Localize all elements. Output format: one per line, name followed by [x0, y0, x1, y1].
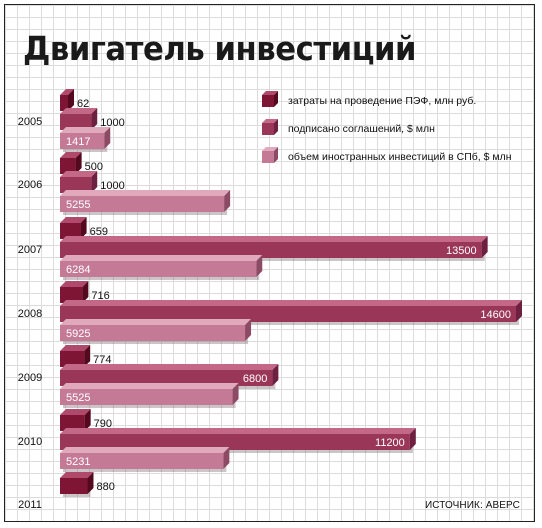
bar-2010-series-3: 5231: [60, 447, 230, 472]
legend-label-series-3: объем иностранных инвестиций в СПб, $ мл…: [288, 151, 512, 163]
year-label-2009: 2009: [18, 372, 42, 384]
legend-label-series-1: затраты на проведение ПЭФ, млн руб.: [288, 95, 476, 107]
value-label-2009-series-1: 774: [93, 354, 111, 366]
value-label-2006-series-2: 1000: [100, 180, 124, 192]
legend-item-series-2: подписано соглашений, $ млн: [262, 119, 435, 135]
value-label-2010-series-2: 11200: [375, 437, 405, 449]
bar-2007-series-3: 6284: [60, 255, 263, 280]
value-label-2008-series-2: 14600: [480, 309, 511, 321]
year-label-2008: 2008: [18, 308, 42, 320]
chart-title: Двигатель инвестиций: [23, 29, 417, 68]
bar-2006-series-3: 5255: [60, 190, 231, 215]
value-label-2006-series-1: 500: [85, 161, 103, 173]
bar-2008-series-3: 5925: [60, 319, 252, 344]
value-label-2005-series-2: 1000: [100, 117, 124, 129]
year-label-2010: 2010: [18, 436, 42, 448]
bar-2009-series-3: 5525: [60, 383, 239, 408]
bar-2005-series-3: 1417: [60, 127, 111, 152]
year-label-2011: 2011: [18, 499, 42, 511]
value-label-2007-series-2: 13500: [446, 245, 477, 257]
source-note: ИСТОЧНИК: АВЕРС: [424, 500, 520, 511]
value-label-2007-series-1: 659: [90, 226, 108, 238]
legend-item-series-3: объем иностранных инвестиций в СПб, $ мл…: [262, 147, 512, 163]
value-label-2007-series-3: 6284: [66, 264, 90, 276]
value-label-2005-series-1: 62: [77, 98, 89, 110]
value-label-2010-series-3: 5231: [66, 456, 90, 468]
value-label-2005-series-3: 1417: [66, 136, 90, 148]
value-label-2008-series-1: 716: [91, 290, 109, 302]
value-label-2011-series-1: 880: [96, 481, 114, 493]
bar-2005-series-1: 62: [60, 89, 89, 114]
year-label-2007: 2007: [18, 244, 42, 256]
legend-label-series-2: подписано соглашений, $ млн: [288, 123, 435, 135]
value-label-2008-series-3: 5925: [66, 328, 90, 340]
value-label-2010-series-1: 790: [94, 418, 112, 430]
bar-2011-series-1: 880: [60, 472, 115, 497]
year-label-2005: 2005: [18, 116, 42, 128]
value-label-2009-series-3: 5525: [66, 392, 90, 404]
legend-item-series-1: затраты на проведение ПЭФ, млн руб.: [262, 91, 476, 107]
value-label-2009-series-2: 6800: [243, 373, 267, 385]
value-label-2006-series-3: 5255: [66, 199, 90, 211]
legend: затраты на проведение ПЭФ, млн руб. подпи…: [262, 91, 512, 163]
year-label-2006: 2006: [18, 179, 42, 191]
bar-2005-series-2: 1000: [60, 108, 125, 133]
bar-layer: 2005 2006 2007 2008 2009 2010 2011 62 500 659 716 7…: [18, 89, 522, 511]
